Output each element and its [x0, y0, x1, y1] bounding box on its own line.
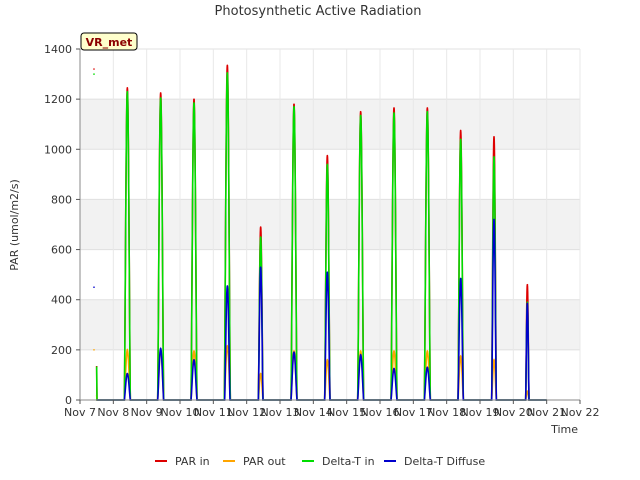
- daily-peak-point: [193, 102, 195, 104]
- daily-peak-point: [293, 351, 295, 354]
- daily-peak-point: [326, 359, 329, 361]
- legend-label: Delta-T Diffuse: [404, 455, 485, 468]
- daily-peak-point: [459, 277, 462, 280]
- daily-peak-point: [326, 163, 329, 166]
- x-tick-label: Nov 22: [561, 406, 600, 419]
- x-tick-label: Nov 21: [527, 406, 566, 419]
- daily-peak-point: [326, 154, 329, 157]
- daily-peak-point: [326, 271, 329, 273]
- daily-peak-point: [493, 156, 495, 158]
- chart-title: Photosynthetic Active Radiation: [215, 4, 422, 19]
- daily-peak-point: [526, 302, 529, 305]
- daily-peak-point: [226, 345, 229, 347]
- daily-peak-point: [526, 301, 529, 304]
- daily-peak-point: [93, 73, 95, 75]
- y-tick-label: 1000: [44, 143, 72, 156]
- x-axis-label: Time: [550, 423, 578, 436]
- daily-peak-point: [359, 114, 362, 117]
- x-tick-label: Nov 7: [64, 406, 96, 419]
- x-tick-label: Nov 12: [227, 406, 266, 419]
- daily-peak-point: [493, 218, 495, 221]
- y-tick-label: 400: [51, 294, 72, 307]
- y-tick-label: 200: [51, 344, 72, 357]
- daily-peak-point: [359, 350, 362, 352]
- x-tick-label: Nov 15: [327, 406, 366, 419]
- daily-peak-point: [159, 347, 162, 350]
- daily-peak-point: [259, 236, 262, 238]
- daily-peak-point: [259, 266, 262, 268]
- x-tick-label: Nov 17: [394, 406, 433, 419]
- daily-peak-point: [259, 372, 262, 375]
- daily-peak-point: [426, 350, 429, 352]
- legend-item: Delta-T Diffuse: [384, 455, 485, 468]
- y-tick-label: 800: [51, 193, 72, 206]
- daily-peak-point: [159, 97, 162, 99]
- y-tick-label: 1400: [44, 43, 72, 56]
- daily-peak-point: [159, 92, 162, 94]
- daily-peak-point: [426, 110, 429, 113]
- x-tick-label: Nov 16: [361, 406, 400, 419]
- x-tick-label: Nov 9: [131, 406, 163, 419]
- daily-peak-point: [126, 349, 129, 351]
- daily-peak-point: [393, 367, 395, 370]
- x-tick-label: Nov 8: [97, 406, 129, 419]
- daily-peak-point: [426, 366, 429, 369]
- daily-peak-point: [126, 372, 129, 375]
- daily-peak-point: [493, 135, 495, 138]
- daily-peak-point: [459, 129, 462, 132]
- daily-peak-point: [259, 226, 262, 228]
- daily-peak-point: [226, 64, 229, 67]
- site-badge: VR_met: [80, 32, 138, 51]
- daily-peak-point: [359, 110, 362, 113]
- legend-item: Delta-T in: [302, 455, 375, 468]
- daily-peak-point: [393, 107, 395, 109]
- legend-item: PAR out: [223, 455, 286, 468]
- daily-peak-point: [459, 138, 462, 141]
- legend-item: PAR in: [155, 455, 210, 468]
- y-tick-label: 0: [65, 394, 72, 407]
- daily-peak-point: [393, 350, 395, 352]
- daily-peak-point: [426, 107, 429, 109]
- daily-peak-point: [93, 286, 95, 288]
- y-axis-label: PAR (umol/m2/s): [8, 179, 21, 271]
- legend-label: Delta-T in: [322, 455, 375, 468]
- band: [80, 99, 580, 150]
- daily-peak-point: [193, 359, 195, 361]
- legend: PAR in PAR out Delta-T in Delta-T Diffuse: [155, 455, 485, 468]
- site-badge-label: VR_met: [86, 36, 133, 49]
- daily-peak-point: [193, 350, 195, 352]
- y-axis-ticks: 0 200 400 600 800 1000 1200 1400: [44, 43, 80, 407]
- daily-peak-point: [293, 105, 295, 108]
- daily-peak-point: [193, 98, 195, 100]
- x-tick-label: Nov 13: [261, 406, 300, 419]
- x-tick-label: Nov 18: [427, 406, 466, 419]
- daily-peak-point: [226, 285, 229, 287]
- daily-peak-point: [493, 359, 495, 361]
- daily-peak-point: [93, 349, 95, 351]
- site-badge-box: [80, 32, 138, 51]
- x-tick-label: Nov 10: [161, 406, 200, 419]
- daily-peak-point: [359, 354, 362, 356]
- y-tick-label: 600: [51, 244, 72, 257]
- daily-peak-point: [126, 87, 129, 89]
- x-tick-label: Nov 14: [294, 406, 333, 419]
- daily-peak-point: [393, 112, 395, 114]
- x-tick-label: Nov 11: [194, 406, 233, 419]
- y-tick-label: 1200: [44, 93, 72, 106]
- daily-peak-point: [526, 283, 529, 286]
- daily-peak-point: [126, 90, 129, 93]
- daily-peak-point: [93, 68, 95, 70]
- x-tick-label: Nov 20: [494, 406, 533, 419]
- band: [80, 199, 580, 250]
- daily-peak-point: [526, 390, 529, 393]
- x-tick-label: Nov 19: [461, 406, 500, 419]
- legend-label: PAR out: [243, 455, 286, 468]
- legend-label: PAR in: [175, 455, 210, 468]
- daily-peak-point: [226, 72, 229, 74]
- daily-peak-point: [459, 355, 462, 357]
- daily-peak-point: [293, 103, 295, 105]
